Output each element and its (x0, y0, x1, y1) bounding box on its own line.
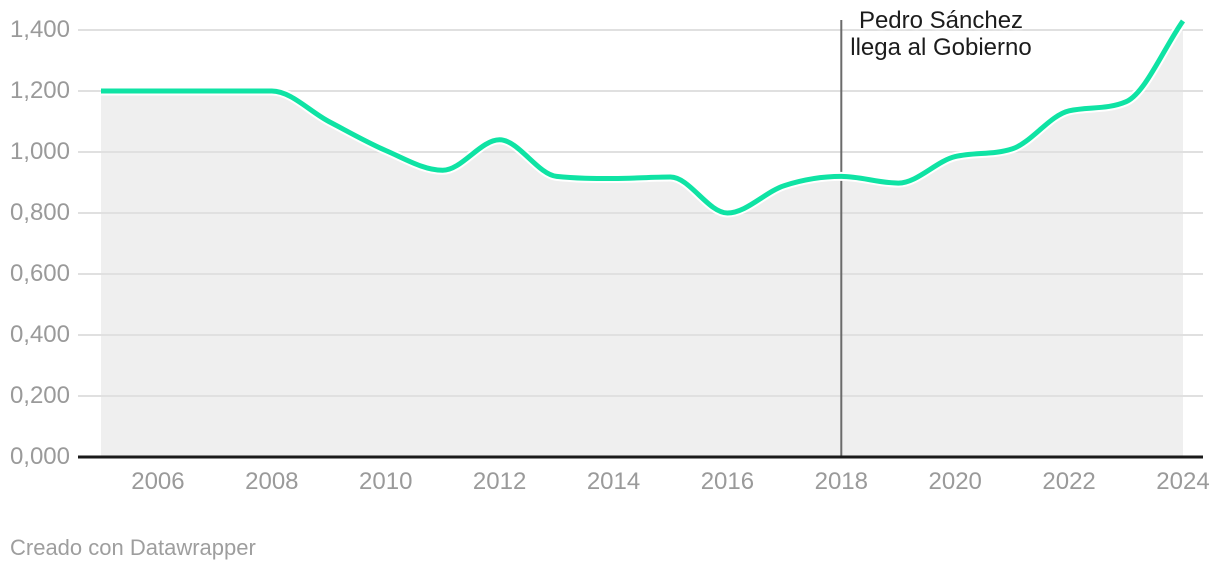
line-series (101, 19, 1186, 216)
y-tick-label: 0,800 (9, 199, 70, 226)
x-tick-label: 2020 (928, 468, 982, 495)
x-tick-label: 2022 (1042, 468, 1096, 495)
x-tick-label: 2018 (814, 468, 868, 495)
x-tick-label: 2010 (359, 468, 413, 495)
y-tick-label: 0,000 (9, 443, 70, 470)
x-axis-labels: 2006 2008 2010 2012 2014 2016 2018 2020 2022 2024 (0, 466, 1220, 506)
x-tick-label: 2014 (586, 468, 641, 495)
y-axis-labels: 1,400 1,200 1,000 0,800 0,600 0,400 0,200 0,000 (0, 0, 70, 574)
x-tick-label: 2016 (700, 468, 755, 495)
y-tick-label: 1,400 (9, 16, 70, 43)
annotation-label-line1: Pedro Sánchez (858, 7, 1024, 34)
y-tick-label: 1,000 (9, 138, 70, 165)
y-tick-label: 1,200 (9, 77, 70, 104)
x-tick-label: 2006 (131, 468, 185, 495)
annotation-label: Pedro Sánchez llega al Gobierno (811, 7, 1071, 61)
annotation-label-line2: llega al Gobierno (850, 34, 1032, 61)
area-fill (101, 20, 1183, 456)
y-tick-label: 0,600 (9, 260, 70, 287)
y-tick-label: 0,200 (9, 382, 70, 409)
x-tick-label: 2024 (1156, 468, 1210, 495)
datawrapper-credit: Creado con Datawrapper (10, 535, 256, 560)
y-tick-label: 0,400 (9, 321, 70, 348)
x-tick-label: 2012 (472, 468, 527, 495)
x-tick-label: 2008 (245, 468, 299, 495)
